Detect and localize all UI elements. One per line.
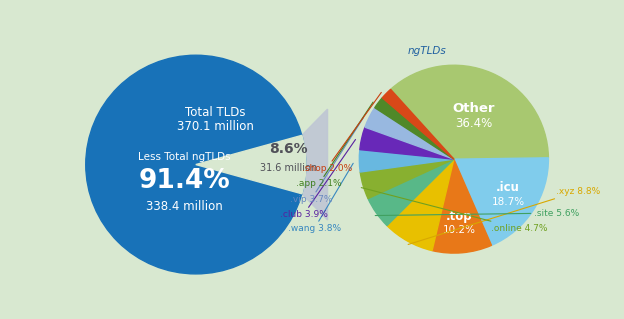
Polygon shape [302, 109, 328, 220]
Text: .club 3.9%: .club 3.9% [280, 139, 356, 219]
Polygon shape [196, 135, 306, 194]
Circle shape [85, 55, 306, 274]
Wedge shape [454, 158, 548, 245]
Text: 8.6%: 8.6% [270, 142, 308, 156]
Text: Other: Other [452, 102, 495, 115]
Wedge shape [387, 159, 454, 251]
Text: .site 5.6%: .site 5.6% [375, 209, 579, 218]
Text: .top: .top [446, 210, 473, 223]
Text: 370.1 million: 370.1 million [177, 120, 253, 133]
Wedge shape [368, 159, 454, 226]
Text: ngTLDs: ngTLDs [407, 46, 446, 56]
Wedge shape [365, 108, 454, 159]
Wedge shape [359, 150, 454, 172]
Text: .shop 2.0%: .shop 2.0% [301, 93, 381, 173]
Text: Less Total ngTLDs: Less Total ngTLDs [138, 152, 230, 162]
Text: 36.4%: 36.4% [455, 117, 492, 130]
Text: 338.4 million: 338.4 million [146, 200, 223, 213]
Text: .vip 3.7%: .vip 3.7% [290, 117, 364, 204]
Text: 18.7%: 18.7% [491, 197, 524, 206]
Wedge shape [391, 65, 548, 159]
Text: .xyz 8.8%: .xyz 8.8% [408, 187, 600, 244]
Text: .app 2.1%: .app 2.1% [296, 102, 373, 188]
Text: .online 4.7%: .online 4.7% [361, 188, 547, 233]
Wedge shape [360, 159, 454, 198]
Wedge shape [375, 98, 454, 159]
Text: Total TLDs: Total TLDs [185, 106, 245, 119]
Text: .wang 3.8%: .wang 3.8% [288, 163, 353, 233]
Text: 10.2%: 10.2% [443, 226, 476, 235]
Text: 31.6 million: 31.6 million [260, 163, 318, 174]
Wedge shape [432, 159, 492, 253]
Wedge shape [360, 127, 454, 159]
Text: 91.4%: 91.4% [139, 168, 230, 195]
Text: .icu: .icu [496, 181, 520, 194]
Wedge shape [383, 89, 454, 159]
